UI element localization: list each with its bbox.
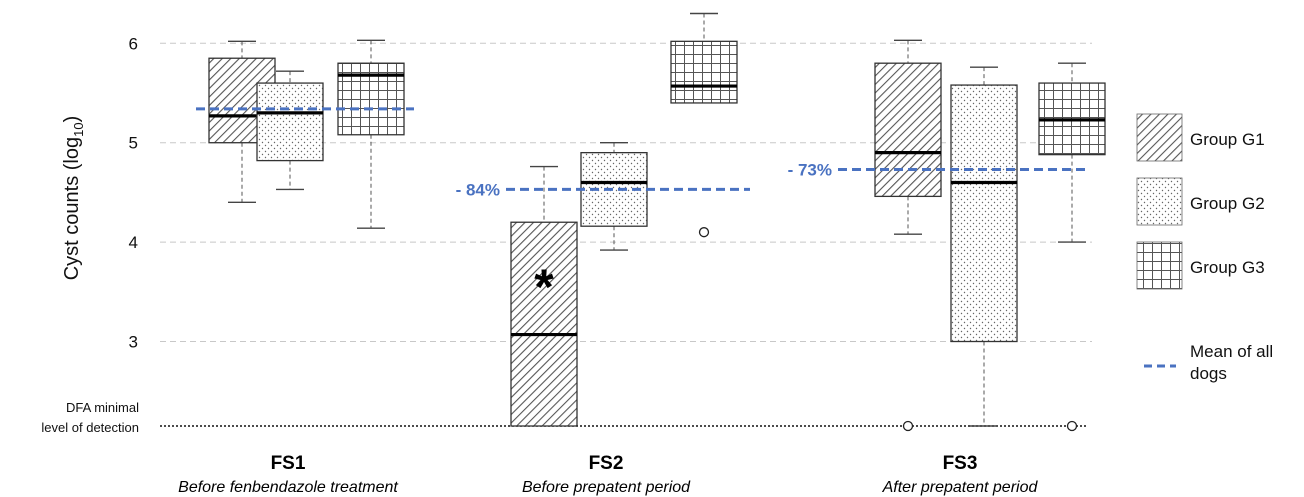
y-axis: 3 4 5 6 DFA minimal level of detection Cyst co… xyxy=(41,34,139,435)
category-subtitle-fs3: After prepatent period xyxy=(882,479,1039,496)
y-axis-label: Cyst counts (log10) xyxy=(61,116,86,281)
legend-item-group-g1: Group G1 xyxy=(1137,114,1265,161)
outlier-point xyxy=(1068,422,1077,431)
box-iqr xyxy=(951,85,1017,341)
outlier-point xyxy=(904,422,913,431)
box-fs1-group-g3 xyxy=(338,40,404,228)
y-tick-label-4: 4 xyxy=(129,233,138,252)
reduction-label-fs3: - 73% xyxy=(788,161,832,180)
box-iqr xyxy=(257,83,323,161)
legend-label: Group G3 xyxy=(1190,258,1265,277)
category-subtitle-fs2: Before prepatent period xyxy=(522,479,691,496)
category-label-fs1: FS1 xyxy=(271,453,306,474)
legend-mean-label: Mean of all dogs xyxy=(1190,342,1273,383)
detection-limit-label: DFA minimal level of detection xyxy=(41,400,139,435)
category-subtitle-fs1: Before fenbendazole treatment xyxy=(178,479,398,496)
box-fs3-group-g1 xyxy=(875,40,941,430)
legend-item-group-g2: Group G2 xyxy=(1137,178,1265,225)
y-tick-label-5: 5 xyxy=(129,134,138,153)
category-label-fs3: FS3 xyxy=(943,453,978,474)
box-fs1-group-g2 xyxy=(257,71,323,189)
legend-label: Group G2 xyxy=(1190,194,1265,213)
box-iqr xyxy=(671,41,737,103)
box-series xyxy=(209,13,1105,430)
x-axis-categories: FS1 Before fenbendazole treatment FS2 Befor… xyxy=(178,453,1038,496)
legend-swatch xyxy=(1137,242,1182,289)
box-fs3-group-g2 xyxy=(951,67,1017,426)
y-tick-label-6: 6 xyxy=(129,34,138,53)
box-iqr xyxy=(511,222,577,426)
box-fs3-group-g3 xyxy=(1039,63,1105,430)
outlier-point xyxy=(700,228,709,237)
legend-swatch xyxy=(1137,178,1182,225)
significance-asterisk: * xyxy=(534,259,554,315)
legend-swatch xyxy=(1137,114,1182,161)
legend: Group G1 Group G2 Group G3 Mean of all dogs xyxy=(1137,114,1273,383)
reduction-label-fs2: - 84% xyxy=(456,180,500,199)
legend-item-mean: Mean of all dogs xyxy=(1144,342,1273,383)
box-fs2-group-g2 xyxy=(581,143,647,250)
y-tick-label-3: 3 xyxy=(129,333,138,352)
box-iqr xyxy=(875,63,941,196)
legend-item-group-g3: Group G3 xyxy=(1137,242,1265,289)
category-label-fs2: FS2 xyxy=(589,453,624,474)
legend-label: Group G1 xyxy=(1190,130,1265,149)
box-fs2-group-g3 xyxy=(671,13,737,236)
